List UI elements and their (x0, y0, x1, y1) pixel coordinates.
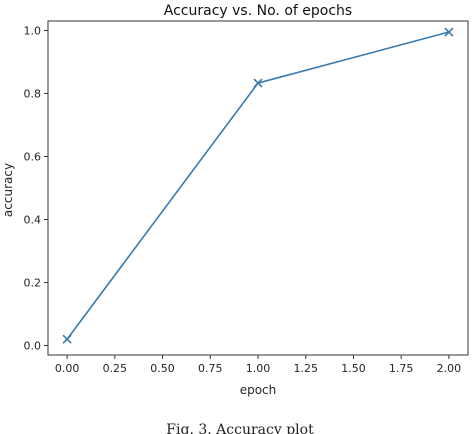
x-tick-label: 0.50 (150, 362, 175, 375)
chart-title: Accuracy vs. No. of epochs (164, 3, 352, 19)
y-tick-label: 0.6 (24, 150, 42, 163)
y-tick-label: 0.0 (24, 340, 42, 353)
x-tick-label: 0.25 (103, 362, 128, 375)
x-axis-label: epoch (240, 383, 277, 397)
y-tick-label: 0.8 (24, 87, 42, 100)
x-axis-ticks: 0.00 0.25 0.50 0.75 1.00 1.25 1.50 1.75 2.00 (55, 355, 461, 375)
y-tick-label: 0.2 (24, 277, 42, 290)
x-tick-label: 1.25 (293, 362, 318, 375)
x-tick-label: 0.00 (55, 362, 80, 375)
plot-area: 0.00 0.25 0.50 0.75 1.00 1.25 1.50 1.75 2.00 0.0… (24, 20, 469, 375)
y-axis-label: accuracy (1, 163, 15, 217)
x-tick-label: 1.75 (389, 362, 414, 375)
x-tick-label: 0.75 (198, 362, 223, 375)
data-point-marker (444, 27, 454, 37)
y-axis-ticks: 0.0 0.2 0.4 0.6 0.8 1.0 (24, 24, 48, 353)
data-point-marker (62, 334, 72, 344)
data-point-marker (253, 78, 263, 88)
y-tick-label: 1.0 (24, 24, 42, 37)
y-tick-label: 0.4 (24, 214, 42, 227)
series-layer (62, 27, 454, 344)
x-tick-label: 2.00 (437, 362, 462, 375)
x-tick-label: 1.50 (341, 362, 366, 375)
x-tick-label: 1.00 (246, 362, 271, 375)
figure-caption: Fig. 3. Accuracy plot (166, 422, 314, 434)
